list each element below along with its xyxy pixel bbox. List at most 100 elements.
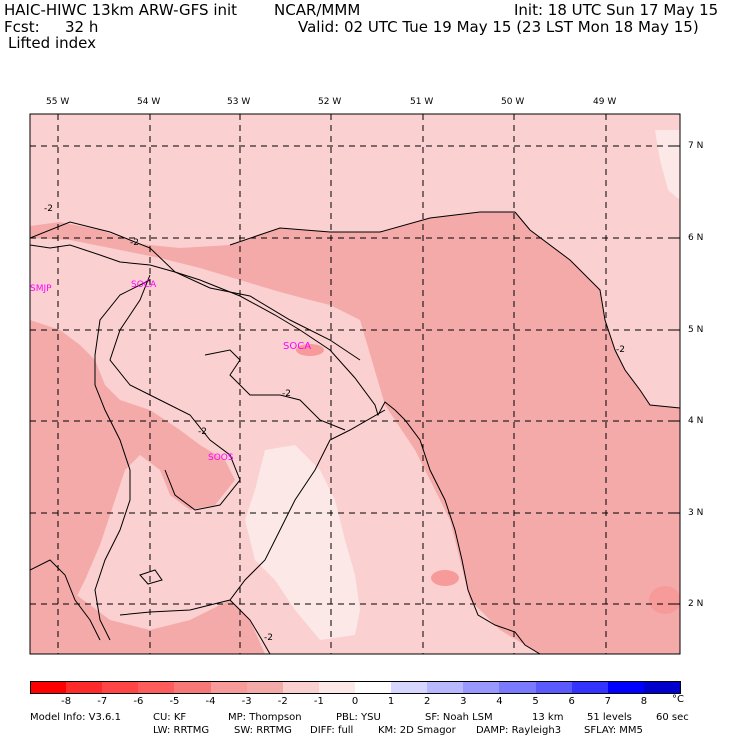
colorbar-unit: °C [672, 694, 684, 705]
contour-minus2-left [109, 274, 241, 511]
lon-label: 51 W [410, 97, 434, 107]
colorbar-cell [102, 681, 139, 693]
colorbar-cell [174, 681, 212, 693]
colorbar-cell [355, 681, 392, 693]
colorbar-label: -2 [277, 696, 288, 707]
lat-label: 6 N [688, 233, 704, 243]
contour-small-loop [139, 569, 163, 585]
lon-label: 50 W [501, 97, 525, 107]
valid-time: Valid: 02 UTC Tue 19 May 15 (23 LST Mon … [298, 18, 699, 36]
colorbar-label: -5 [169, 696, 180, 707]
footer-cu: CU: KF [153, 712, 187, 723]
colorbar-cell [463, 681, 500, 693]
lat-label: 2 N [688, 599, 704, 609]
colorbar-cell [30, 681, 67, 693]
organization: NCAR/MMM [274, 1, 361, 19]
shade-top-right-white [655, 130, 680, 200]
shade-bottom-left [30, 565, 265, 654]
station-label: SOCA [283, 341, 312, 352]
colorbar-cell [535, 681, 573, 693]
station-label: SOOS [208, 453, 234, 463]
contour-minus2-top [229, 211, 515, 246]
field-name: Lifted index [8, 34, 96, 52]
shade-blob [296, 344, 324, 356]
colorbar-cell [246, 681, 284, 693]
footer-timestep: 60 sec [656, 712, 689, 723]
contour-minus2-right [514, 211, 680, 409]
lat-label: 7 N [688, 141, 704, 151]
colorbar-label: -6 [133, 696, 144, 707]
contour-minus2-central [204, 349, 346, 431]
map-frame [29, 113, 681, 655]
contour-label: -2 [616, 345, 625, 355]
colorbar-cell [607, 681, 645, 693]
footer-sf: SF: Noah LSM [425, 712, 493, 723]
model-title: HAIC-HIWC 13km ARW-GFS init [4, 1, 238, 19]
station-label: SOCA [131, 280, 157, 290]
colorbar-cell [427, 681, 464, 693]
border-east [119, 409, 386, 616]
lon-label: 55 W [46, 97, 70, 107]
shade-minus2-region [30, 212, 680, 654]
footer-km: KM: 2D Smagor [378, 725, 456, 736]
footer-mp: MP: Thompson [228, 712, 302, 723]
colorbar-label: 2 [424, 696, 431, 707]
forecast-label: Fcst: [4, 18, 40, 36]
colorbar-label: 8 [640, 696, 648, 707]
init-time: Init: 18 UTC Sun 17 May 15 [514, 1, 719, 19]
colorbar-label: 4 [496, 696, 503, 707]
contour-label: -2 [198, 427, 207, 437]
footer-damp: DAMP: Rayleigh3 [476, 725, 562, 736]
colorbar-cell [210, 681, 248, 693]
coastline [30, 244, 541, 654]
colorbar-label: -7 [97, 696, 108, 707]
colorbar-cell [66, 681, 103, 693]
lat-label: 4 N [688, 416, 704, 426]
lon-label: 53 W [227, 97, 251, 107]
shade-blob [431, 570, 459, 586]
lon-label: 54 W [137, 97, 161, 107]
colorbar-label: -4 [205, 696, 216, 707]
shade-left-band [30, 320, 235, 654]
footer-pbl: PBL: YSU [336, 712, 381, 723]
colorbar-label: -8 [61, 696, 72, 707]
colorbar-frame [30, 681, 681, 694]
lat-label: 3 N [688, 508, 704, 518]
footer-res: 13 km [532, 712, 564, 723]
border-west [94, 279, 151, 641]
lon-label: 49 W [593, 97, 617, 107]
footer-model: Model Info: V3.6.1 [30, 712, 121, 723]
contour-label: -2 [282, 389, 291, 399]
colorbar-cell [571, 681, 609, 693]
footer-sw: SW: RRTMG [234, 725, 292, 736]
colorbar-label: -1 [313, 696, 324, 707]
colorbar-label: 3 [460, 696, 467, 707]
colorbar-label: 0 [351, 696, 359, 707]
lat-label: 5 N [688, 325, 704, 335]
station-label: SMJP [30, 284, 52, 294]
colorbar-label: 1 [387, 696, 395, 707]
forecast-hour: 32 h [65, 18, 99, 36]
colorbar-label: 7 [604, 696, 611, 707]
footer-diff: DIFF: full [310, 725, 354, 736]
shade-right-light [515, 114, 680, 408]
colorbar-cell [282, 681, 320, 693]
shade-blob [649, 586, 680, 614]
border-southwest [30, 559, 101, 641]
footer-levels: 51 levels [587, 712, 632, 723]
colorbar-cell [391, 681, 428, 693]
colorbar-cell [643, 681, 681, 693]
colorbar-cell [499, 681, 537, 693]
colorbar-label: 5 [532, 696, 539, 707]
colorbar-label: -3 [241, 696, 252, 707]
graticule [30, 114, 680, 654]
footer-lw: LW: RRTMG [153, 725, 210, 736]
colorbar-cell [318, 681, 356, 693]
contour-label: -2 [264, 633, 273, 643]
lon-label: 52 W [318, 97, 342, 107]
colorbar-cell [138, 681, 175, 693]
colorbar-label: 6 [568, 696, 575, 707]
footer-sflay: SFLAY: MM5 [584, 725, 643, 736]
contour-label: -2 [44, 204, 53, 214]
